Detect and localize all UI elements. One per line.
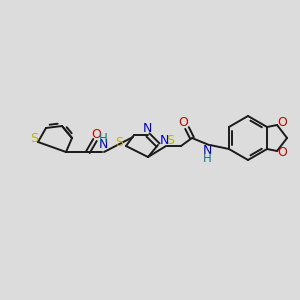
Text: S: S (115, 136, 123, 148)
Text: O: O (277, 116, 287, 130)
Text: O: O (178, 116, 188, 128)
Text: N: N (159, 134, 169, 148)
Text: N: N (202, 145, 212, 158)
Text: N: N (98, 139, 108, 152)
Text: S: S (30, 133, 38, 146)
Text: H: H (99, 131, 107, 145)
Text: O: O (91, 128, 101, 142)
Text: H: H (202, 152, 211, 164)
Text: N: N (142, 122, 152, 136)
Text: S: S (166, 134, 174, 146)
Text: O: O (277, 146, 287, 160)
